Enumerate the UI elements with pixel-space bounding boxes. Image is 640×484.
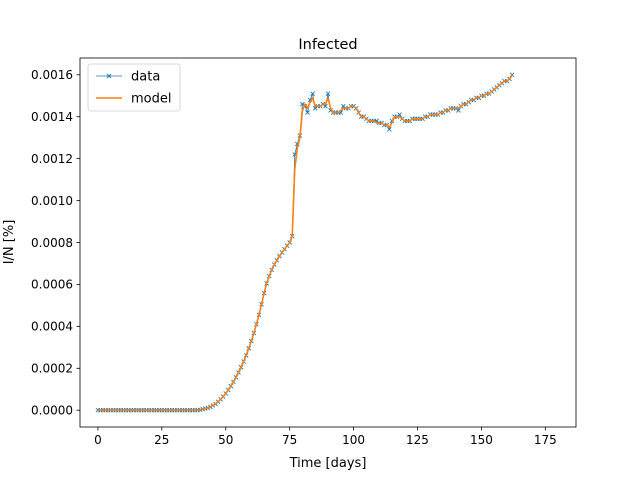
x-tick-label: 0 [94,433,102,447]
y-tick-label: 0.0002 [31,362,73,376]
x-tick-label: 25 [154,433,169,447]
chart-title: Infected [298,37,357,53]
legend-marker [106,73,112,79]
x-axis-label: Time [days] [289,456,367,471]
data-point [325,91,331,96]
x-tick-label: 150 [470,433,493,447]
x-tick-label: 175 [534,433,557,447]
legend-label-data: data [131,70,160,85]
y-tick-label: 0.0010 [31,194,73,208]
plot-area [95,72,515,413]
x-tick-label: 125 [406,433,429,447]
y-axis-label: I/N [%] [2,220,17,265]
y-tick-label: 0.0016 [31,68,73,82]
plot-frame [79,57,577,428]
x-tick-label: 50 [218,433,233,447]
axes: 0 25 50 75 100 125 150 175 0.0000 0.0002 0.0004 0.0… [31,57,577,447]
x-tick-label: 75 [282,433,297,447]
x-tick-label: 100 [342,433,365,447]
y-tick-label: 0.0014 [31,110,73,124]
y-tick-label: 0.0008 [31,236,73,250]
series-line-model [97,74,513,412]
data-point [387,126,392,132]
y-tick-label: 0.0006 [31,278,73,292]
y-tick-label: 0.0012 [31,152,73,166]
legend: data model [87,63,181,112]
data-point [310,91,315,96]
data-point [305,110,310,115]
y-tick-label: 0.0004 [31,320,73,334]
y-tick-label: 0.0000 [31,404,73,418]
series-line-data [97,74,513,411]
legend-label-model: model [131,92,171,107]
